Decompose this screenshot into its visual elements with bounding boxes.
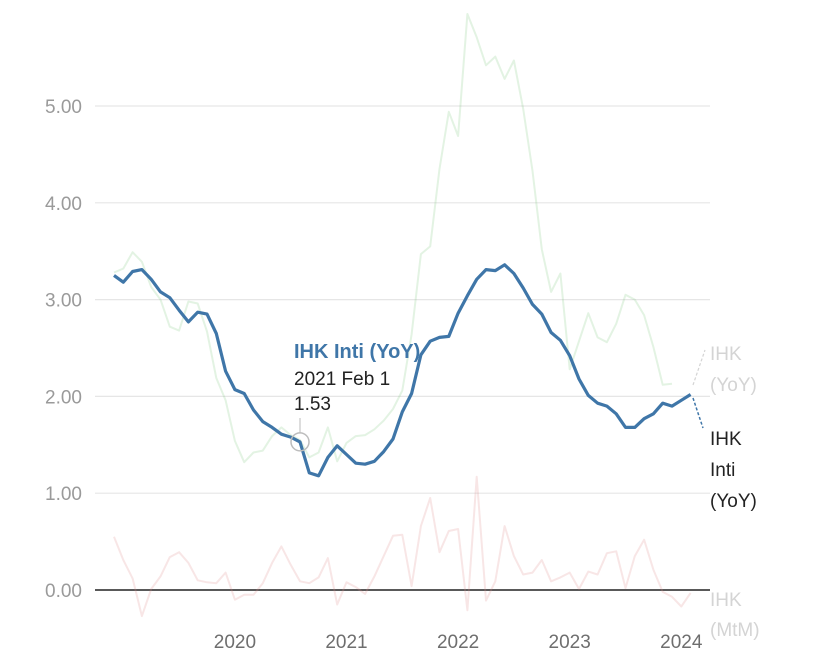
series-line-headline-yoy — [113, 13, 673, 464]
x-tick-label: 2022 — [437, 632, 479, 653]
core-label-line-1: IHK — [710, 429, 742, 450]
mtm-label-line-1: IHK — [710, 590, 742, 611]
headline-label-line-1: IHK — [710, 344, 742, 365]
core-label-line-3: (YoY) — [710, 491, 757, 512]
annotation-marker — [290, 432, 310, 452]
mtm-label-line-2: (MtM) — [710, 620, 760, 641]
y-axis-ticks: 0.00 1.00 2.00 3.00 4.00 5.00 — [45, 97, 82, 602]
x-tick-label: 2021 — [325, 632, 367, 653]
headline-label-line-2: (YoY) — [710, 375, 757, 396]
annotation-date: 2021 Feb 1 — [294, 369, 390, 390]
y-tick-label: 1.00 — [45, 484, 82, 505]
x-tick-label: 2024 — [660, 632, 703, 653]
x-axis-ticks: 2020 2021 2022 2023 2024 — [214, 632, 703, 653]
annotation-value: 1.53 — [294, 394, 331, 415]
series-line-core-yoy — [113, 263, 692, 478]
y-tick-label: 5.00 — [45, 97, 82, 118]
headline-label-leader — [692, 349, 706, 386]
series-end-labels: IHK (YoY) IHK Inti (YoY) IHK (MtM) — [692, 344, 760, 641]
y-tick-label: 3.00 — [45, 291, 82, 312]
grid-lines — [95, 105, 710, 591]
core-label-line-2: Inti — [710, 460, 735, 481]
annotation-series-name: IHK Inti (YoY) — [294, 341, 420, 363]
x-tick-label: 2020 — [214, 632, 256, 653]
hover-annotation: IHK Inti (YoY) 2021 Feb 1 1.53 — [290, 341, 420, 452]
x-tick-label: 2023 — [549, 632, 591, 653]
series-line-mtm — [113, 475, 692, 618]
series-lines — [113, 13, 692, 618]
y-tick-label: 2.00 — [45, 387, 82, 408]
y-tick-label: 0.00 — [45, 581, 82, 602]
core-label-leader — [692, 397, 704, 429]
y-tick-label: 4.00 — [45, 194, 82, 215]
